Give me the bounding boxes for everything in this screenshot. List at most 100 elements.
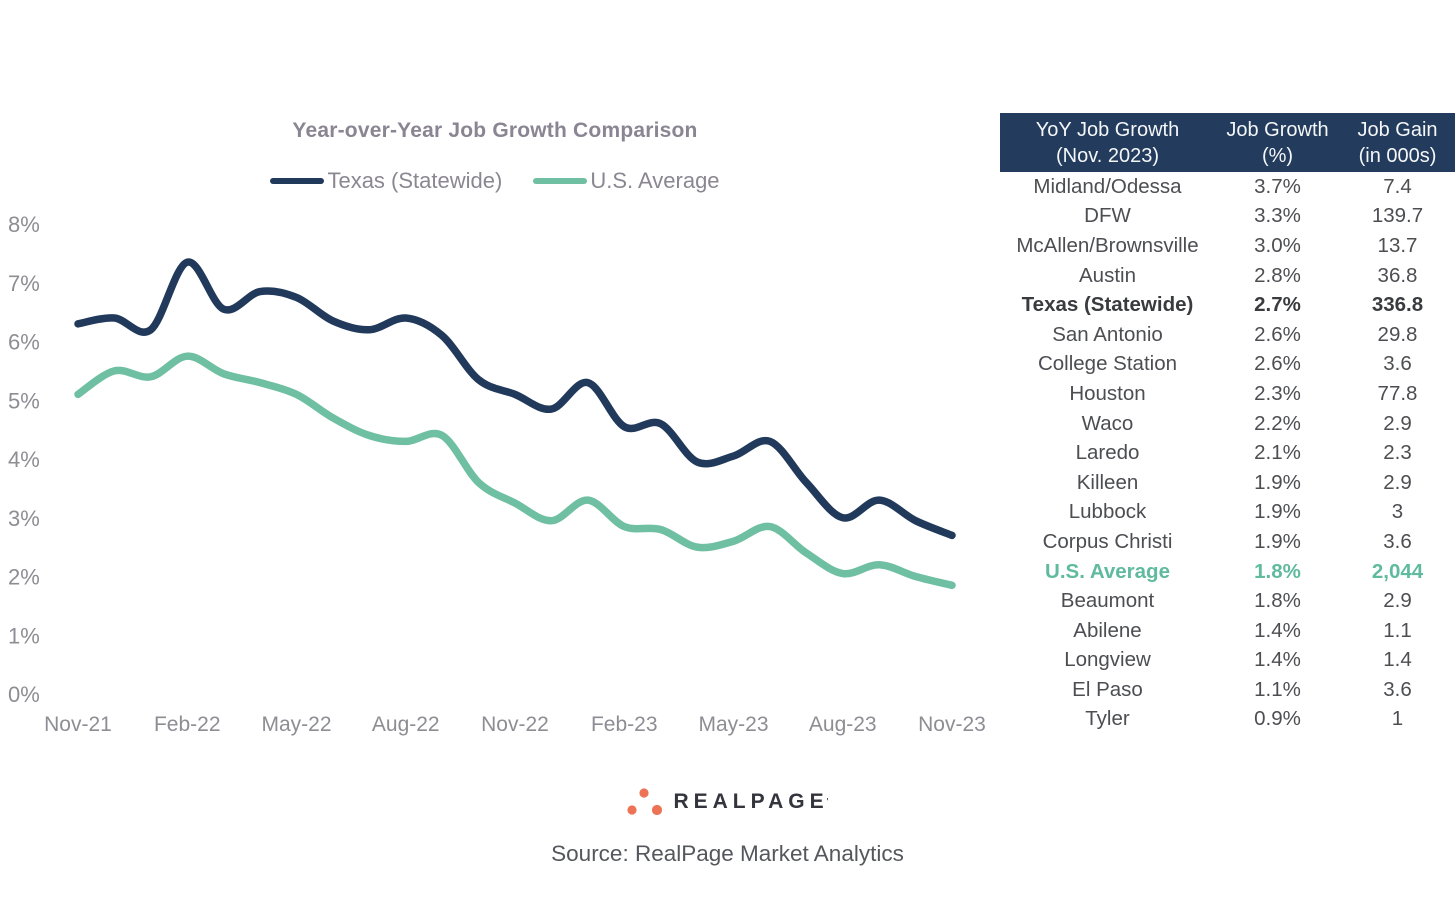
y-axis-tick-label: 1%: [8, 623, 40, 648]
cell-market: Longview: [1064, 648, 1151, 672]
cell-growth: 1.1%: [1254, 677, 1301, 701]
cell-growth: 1.9%: [1254, 529, 1301, 553]
cell-growth: 2.2%: [1254, 411, 1301, 435]
cell-market: San Antonio: [1052, 322, 1163, 346]
x-axis-tick-label: May-23: [698, 713, 768, 736]
cell-market: Houston: [1069, 381, 1146, 405]
y-axis-tick-label: 0%: [8, 682, 40, 707]
x-axis-tick-label: Nov-23: [918, 713, 986, 736]
cell-market: El Paso: [1072, 677, 1143, 701]
cell-growth: 1.9%: [1254, 470, 1301, 494]
cell-market: Laredo: [1075, 441, 1140, 465]
y-axis-tick-label: 2%: [8, 565, 40, 590]
table-row: Lubbock 1.9% 3: [1000, 498, 1455, 528]
table-row: Laredo 2.1% 2.3: [1000, 438, 1455, 468]
legend-item-us-average: U.S. Average: [533, 168, 720, 194]
line-chart-plot: 0% 1% 2% 3% 4% 5% 6% 7% 8% Nov-21 Feb-22 May-22 Aug-…: [8, 212, 986, 736]
x-axis-tick-label: Nov-21: [44, 713, 112, 736]
chart-legend: Texas (Statewide) U.S. Average: [0, 168, 990, 194]
x-axis-tick-label: Aug-23: [809, 713, 877, 736]
cell-growth: 1.8%: [1254, 589, 1301, 613]
cell-market: Texas (Statewide): [1021, 293, 1194, 317]
cell-gain: 77.8: [1377, 381, 1418, 405]
cell-market: College Station: [1037, 352, 1178, 376]
cell-market: Corpus Christi: [1042, 529, 1173, 553]
table-header: YoY Job Growth (Nov. 2023) Job Growth (%…: [1000, 113, 1455, 172]
us-average-line-swatch: [533, 178, 588, 184]
legend-label-texas: Texas (Statewide): [327, 168, 503, 193]
table-row: McAllen/Brownsville 3.0% 13.7: [1000, 231, 1455, 261]
cell-market: Lubbock: [1068, 500, 1147, 524]
cell-gain: 29.8: [1377, 322, 1418, 346]
table-row: U.S. Average 1.8% 2,044: [1000, 557, 1455, 587]
table-row: Beaumont 1.8% 2.9: [1000, 586, 1455, 616]
realpage-logo-dots-icon: [627, 788, 663, 816]
header-job-gain-column: Job Gain (in 000s): [1357, 118, 1438, 167]
cell-growth: 1.9%: [1254, 500, 1301, 524]
x-axis-tick-label: Nov-22: [481, 713, 549, 736]
cell-growth: 1.8%: [1254, 559, 1301, 583]
table-row: Abilene 1.4% 1.1: [1000, 616, 1455, 646]
table-row: DFW 3.3% 139.7: [1000, 202, 1455, 232]
cell-growth: 0.9%: [1254, 707, 1301, 731]
cell-growth: 2.6%: [1254, 322, 1301, 346]
texas-line-swatch: [270, 178, 325, 184]
cell-gain: 13.7: [1377, 233, 1418, 257]
cell-gain: 1: [1391, 707, 1404, 731]
cell-gain: 3.6: [1383, 677, 1412, 701]
job-growth-table: YoY Job Growth (Nov. 2023) Job Growth (%…: [1000, 113, 1455, 734]
x-axis-tick-label: Aug-22: [372, 713, 440, 736]
table-row: Longview 1.4% 1.4: [1000, 646, 1455, 676]
cell-gain: 7.4: [1383, 174, 1412, 198]
table-row: Tyler 0.9% 1: [1000, 705, 1455, 735]
cell-growth: 3.0%: [1254, 233, 1301, 257]
cell-market: Tyler: [1085, 707, 1130, 731]
source-attribution: Source: RealPage Market Analytics: [551, 841, 904, 866]
cell-growth: 1.4%: [1254, 648, 1301, 672]
cell-growth: 2.6%: [1254, 352, 1301, 376]
table-row: San Antonio 2.6% 29.8: [1000, 320, 1455, 350]
chart-title: Year-over-Year Job Growth Comparison: [292, 119, 698, 142]
realpage-logo-text: REALPAGE: [673, 790, 829, 813]
table-row: Corpus Christi 1.9% 3.6: [1000, 527, 1455, 557]
table-row: Houston 2.3% 77.8: [1000, 379, 1455, 409]
y-axis-tick-label: 6%: [8, 330, 40, 355]
legend-label-us-average: U.S. Average: [590, 168, 720, 193]
cell-gain: 36.8: [1377, 263, 1418, 287]
x-axis-tick-label: May-22: [261, 713, 331, 736]
cell-market: Austin: [1079, 263, 1136, 287]
cell-gain: 2.3: [1383, 441, 1412, 465]
cell-market: Abilene: [1073, 618, 1142, 642]
y-axis-tick-label: 7%: [8, 271, 40, 296]
table-row: Austin 2.8% 36.8: [1000, 261, 1455, 291]
table-body: Midland/Odessa 3.7% 7.4 DFW 3.3% 139.7 McAllen…: [1000, 172, 1455, 734]
cell-gain: 1.1: [1383, 618, 1412, 642]
cell-gain: 3.6: [1383, 352, 1412, 376]
y-axis-tick-label: 4%: [8, 447, 40, 472]
cell-gain: 3.6: [1383, 529, 1412, 553]
cell-growth: 2.8%: [1254, 263, 1301, 287]
cell-market: Midland/Odessa: [1033, 174, 1182, 198]
table-row: El Paso 1.1% 3.6: [1000, 675, 1455, 705]
us-average-line: [74, 352, 956, 590]
y-axis-tick-label: 8%: [8, 212, 40, 237]
cell-market: Killeen: [1076, 470, 1139, 494]
x-axis-tick-label: Feb-22: [154, 713, 221, 736]
header-job-growth-column: Job Growth (%): [1226, 118, 1329, 167]
cell-market: U.S. Average: [1045, 559, 1170, 583]
cell-gain: 1.4: [1383, 648, 1412, 672]
cell-gain: 2.9: [1383, 470, 1412, 494]
cell-market: McAllen/Brownsville: [1016, 233, 1199, 257]
cell-gain: 2.9: [1383, 411, 1412, 435]
cell-growth: 3.3%: [1254, 204, 1301, 228]
job-growth-chart: Year-over-Year Job Growth Comparison Tex…: [0, 119, 990, 736]
texas-statewide-line: [74, 258, 956, 540]
realpage-logo: REALPAGE ': [0, 787, 1455, 817]
cell-growth: 2.7%: [1254, 293, 1301, 317]
cell-gain: 336.8: [1371, 293, 1424, 317]
table-row: Midland/Odessa 3.7% 7.4: [1000, 172, 1455, 202]
table-row: Killeen 1.9% 2.9: [1000, 468, 1455, 498]
cell-gain: 139.7: [1371, 204, 1424, 228]
cell-growth: 1.4%: [1254, 618, 1301, 642]
